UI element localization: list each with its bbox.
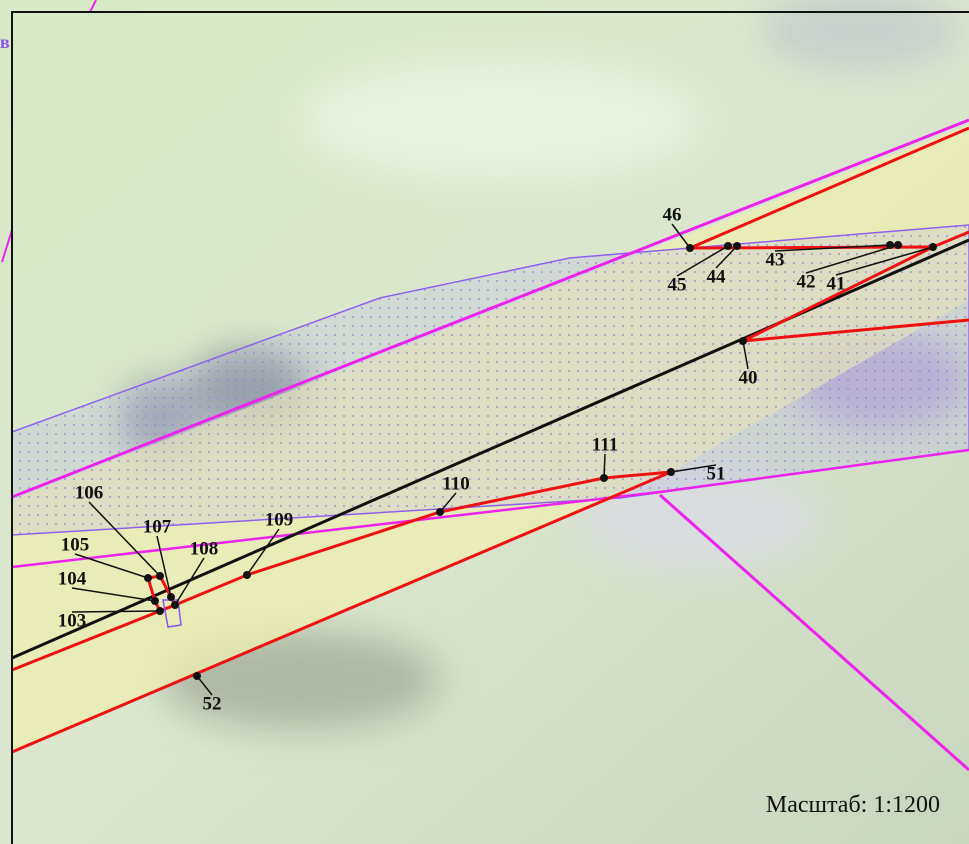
page: в Масштаб: 1:1200 46 45 44 43 42 41 40 51 111 110… [0,0,969,844]
point [193,672,201,680]
point-label: 106 [75,482,104,503]
point-label: 105 [61,534,90,555]
point [733,242,741,250]
point-label: 103 [58,610,87,631]
point-label: 108 [190,538,219,559]
point [151,597,159,605]
point-label: 104 [58,568,87,589]
scale-label: Масштаб: 1:1200 [766,792,940,818]
point-label: 111 [592,434,618,455]
point [894,241,902,249]
edge-label: в [0,32,10,52]
point [167,593,175,601]
point [724,242,732,250]
point-label: 109 [265,509,294,530]
point [243,571,251,579]
map: в Масштаб: 1:1200 46 45 44 43 42 41 40 51 111 110… [0,0,969,844]
point-label: 52 [203,693,222,714]
point [156,607,164,615]
point [667,468,675,476]
point [600,474,608,482]
point [739,337,747,345]
point-label: 51 [707,463,726,484]
point [436,508,444,516]
point-label: 42 [797,271,816,292]
point-label: 40 [739,367,758,388]
point [171,601,179,609]
point [686,244,694,252]
point-label: 45 [668,274,687,295]
point [144,574,152,582]
point-label: 44 [707,266,727,287]
point [156,572,164,580]
point-label: 41 [827,273,846,294]
point-label: 43 [766,249,785,270]
point-label: 46 [663,204,682,225]
point [929,243,937,251]
point-label: 107 [143,516,172,537]
point-label: 110 [442,473,469,494]
